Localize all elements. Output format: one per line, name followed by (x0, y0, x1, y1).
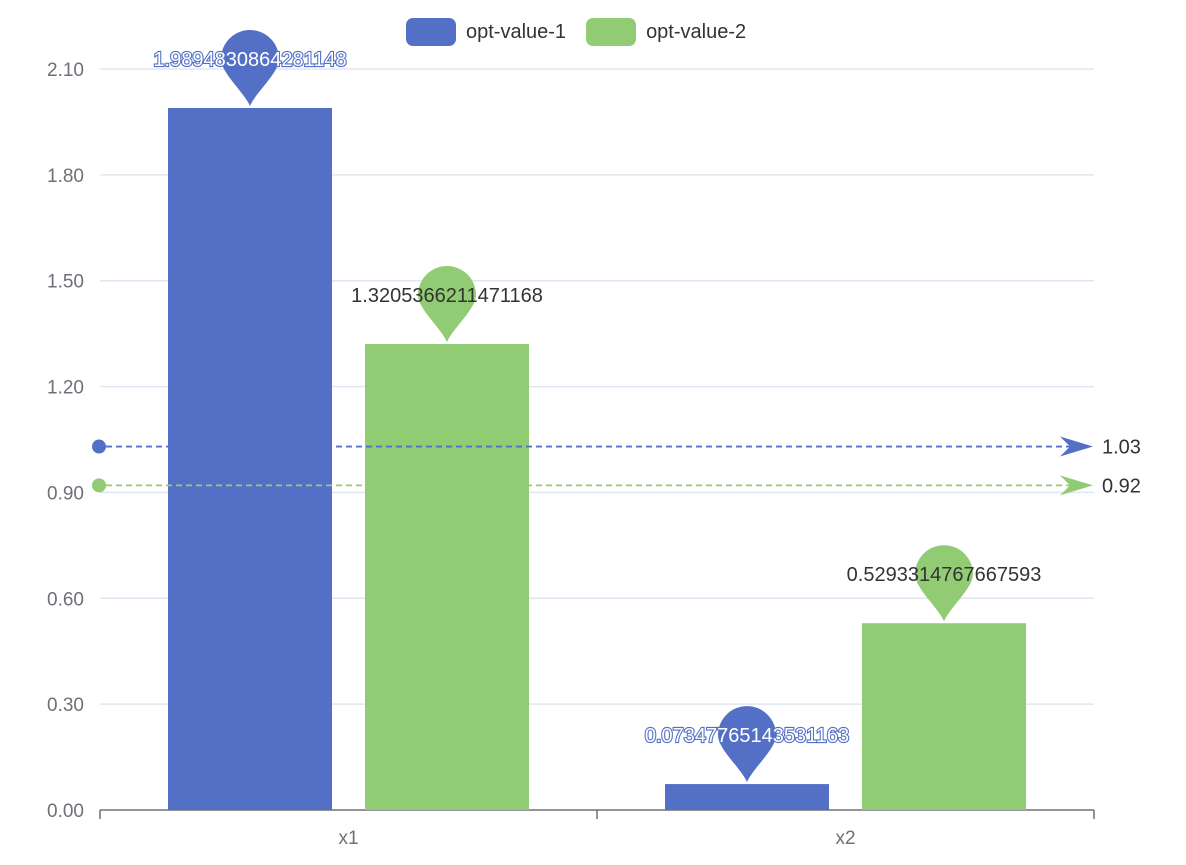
legend-label-series-2: opt-value-2 (646, 20, 747, 43)
y-tick-label: 1.80 (47, 166, 84, 187)
bar (365, 344, 529, 810)
min-marker-pin (915, 545, 973, 622)
max-marker-pin (221, 29, 279, 106)
y-tick-label: 0.60 (47, 589, 84, 610)
bar (862, 623, 1026, 810)
average-line-start-dot (92, 478, 106, 493)
legend-label-series-1: opt-value-1 (466, 20, 567, 43)
x-tick-label: x1 (338, 828, 358, 849)
max-marker-label: 1.3205366211471168 (351, 285, 543, 307)
y-tick-label: 0.00 (47, 801, 84, 822)
average-line-arrow (1060, 475, 1093, 496)
min-marker-label: 0.5293314767667593 (847, 564, 1042, 586)
max-marker-pin (418, 266, 476, 343)
average-line-label: 0.92 (1102, 475, 1141, 497)
bar (665, 784, 829, 810)
x-tick-label: x2 (835, 828, 855, 849)
min-marker-pin (718, 706, 776, 783)
bar (168, 107, 332, 810)
y-tick-label: 0.30 (47, 695, 84, 716)
legend: opt-value-1 opt-value-2 (406, 18, 746, 46)
y-tick-label: 1.20 (47, 378, 84, 399)
min-marker-label: 0.07347765143531163 (645, 725, 849, 747)
average-line-label: 1.03 (1102, 437, 1141, 459)
average-line-arrow (1060, 436, 1093, 457)
y-tick-label: 1.50 (47, 272, 84, 293)
y-tick-label: 0.90 (47, 483, 84, 504)
legend-item-series-1[interactable]: opt-value-1 (406, 18, 566, 46)
legend-swatch-series-2 (586, 18, 637, 46)
average-line-start-dot (92, 439, 106, 454)
legend-item-series-2[interactable]: opt-value-2 (586, 18, 746, 46)
y-tick-label: 2.10 (47, 60, 84, 81)
legend-swatch-series-1 (406, 18, 456, 46)
max-marker-label: 1.9894830864281148 (153, 49, 346, 71)
